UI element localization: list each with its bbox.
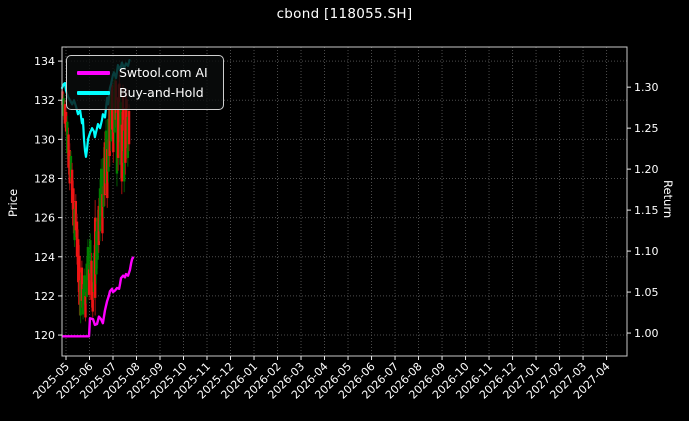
return-axis-label: Return — [661, 180, 675, 219]
legend-label-ai: Swtool.com AI — [119, 65, 208, 80]
legend-item-buy-and-hold: Buy-and-Hold — [77, 85, 213, 100]
return-tick-label: 1.10 — [634, 245, 659, 258]
ai-line-swatch — [77, 70, 110, 75]
chart-title: cbond [118055.SH] — [276, 6, 413, 22]
return-tick-label: 1.20 — [634, 163, 659, 176]
price-tick-label: 126 — [34, 212, 55, 225]
return-tick-label: 1.00 — [634, 327, 659, 340]
legend-item-ai: Swtool.com AI — [77, 65, 213, 80]
price-tick-label: 120 — [34, 329, 55, 342]
price-tick-label: 134 — [34, 55, 55, 68]
legend: Swtool.com AI Buy-and-Hold — [66, 55, 224, 110]
return-tick-label: 1.15 — [634, 204, 659, 217]
return-tick-label: 1.30 — [634, 81, 659, 94]
price-tick-label: 130 — [34, 133, 55, 146]
legend-label-buy-and-hold: Buy-and-Hold — [119, 85, 204, 100]
ai-return-line — [61, 256, 135, 338]
return-tick-label: 1.05 — [634, 286, 659, 299]
return-tick-label: 1.25 — [634, 122, 659, 135]
price-tick-label: 122 — [34, 290, 55, 303]
tick-layer — [58, 60, 631, 360]
price-tick-label: 128 — [34, 173, 55, 186]
price-tick-label: 132 — [34, 94, 55, 107]
price-tick-label: 124 — [34, 251, 55, 264]
plot-border — [61, 46, 628, 357]
buy-and-hold-line-swatch — [77, 90, 110, 95]
price-axis-label: Price — [6, 188, 20, 217]
